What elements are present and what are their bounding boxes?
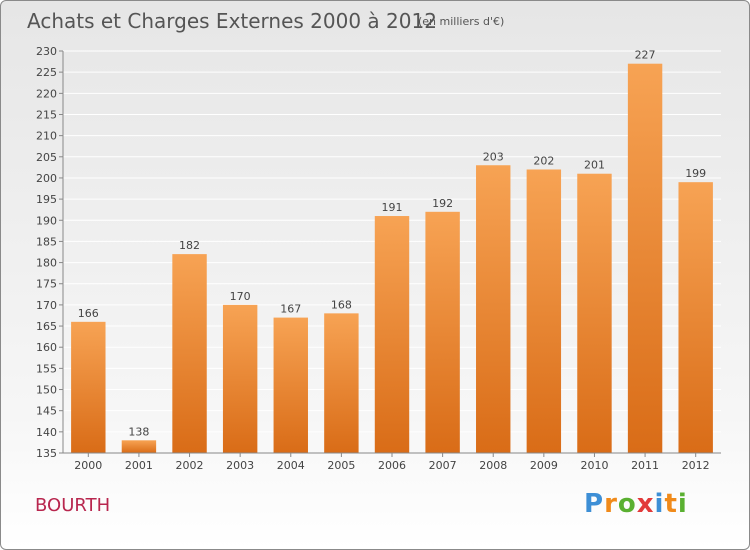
y-tick-label: 155 [36,362,57,375]
y-tick-label: 135 [36,447,57,460]
bar-value-labels: 166 138 182 170 167 168 191 192 203 202 201 227 199 [78,49,706,439]
x-tick-label: 2012 [682,459,710,472]
bar-value-label: 199 [685,167,706,180]
bar-value-label: 167 [280,303,301,316]
y-tick-label: 205 [36,151,57,164]
x-axis: 2000 2001 2002 2003 2004 2005 2006 2007 2008 2009… [63,452,721,472]
bar-value-label: 191 [382,201,403,214]
bar-2011 [627,63,663,454]
bar-2004 [273,317,308,453]
y-tick-label: 150 [36,384,57,397]
bar-2009 [526,169,562,454]
y-axis: 135 140 145 150 155 160 165 170 175 180 185 190 195 2… [36,45,64,460]
bar-2010 [577,173,612,453]
logo-letter: r [604,489,618,519]
bar-value-label: 201 [584,159,605,172]
y-tick-label: 185 [36,235,57,248]
x-tick-label: 2002 [176,459,204,472]
chart-unit: (en milliers d'€) [418,15,505,28]
bar-2006 [374,216,410,453]
proxiti-logo: Proxiti [584,489,688,519]
x-tick-label: 2011 [631,459,659,472]
bar-value-label: 203 [483,150,504,163]
bar-2000 [71,321,106,453]
y-tick-label: 165 [36,320,57,333]
bar-2005 [324,313,359,453]
bar-value-label: 192 [432,197,453,210]
y-tick-label: 195 [36,193,57,206]
bar-value-label: 182 [179,239,200,252]
logo-letter: P [584,489,605,519]
x-tick-label: 2006 [378,459,406,472]
logo-letter: i [677,489,688,519]
bar-2008 [476,165,511,453]
y-tick-label: 215 [36,108,57,121]
bar-2002 [172,254,207,453]
logo-letter: i [654,489,665,519]
y-tick-label: 220 [36,87,57,100]
logo-letter: t [664,489,678,519]
bar-2007 [425,211,460,453]
logo-letter: o [617,489,637,519]
y-tick-label: 200 [36,172,57,185]
place-name: BOURTH [35,495,111,516]
x-tick-label: 2007 [429,459,457,472]
bar-value-label: 227 [635,49,656,62]
logo-letter: x [636,489,655,519]
bar-2001 [121,440,157,453]
bars [71,63,713,454]
y-tick-label: 160 [36,341,57,354]
y-tick-label: 145 [36,405,57,418]
bar-value-label: 138 [128,425,149,438]
x-tick-label: 2005 [327,459,355,472]
bar-2003 [222,304,258,453]
y-tick-label: 190 [36,214,57,227]
bar-value-label: 170 [230,290,251,303]
bar-value-label: 168 [331,298,352,311]
y-tick-label: 230 [36,45,57,58]
x-tick-label: 2001 [125,459,153,472]
y-tick-label: 175 [36,278,57,291]
bar-value-label: 166 [78,307,99,320]
x-tick-label: 2003 [226,459,254,472]
y-tick-label: 170 [36,299,57,312]
y-tick-label: 180 [36,257,57,270]
y-tick-label: 210 [36,130,57,143]
x-tick-label: 2004 [277,459,305,472]
bar-2012 [678,182,713,453]
x-tick-label: 2009 [530,459,558,472]
chart-title: Achats et Charges Externes 2000 à 2012 [27,9,437,33]
bar-value-label: 202 [533,154,554,167]
x-tick-label: 2008 [479,459,507,472]
y-tick-label: 140 [36,426,57,439]
x-tick-label: 2000 [74,459,102,472]
y-tick-label: 225 [36,66,57,79]
x-tick-label: 2010 [580,459,608,472]
